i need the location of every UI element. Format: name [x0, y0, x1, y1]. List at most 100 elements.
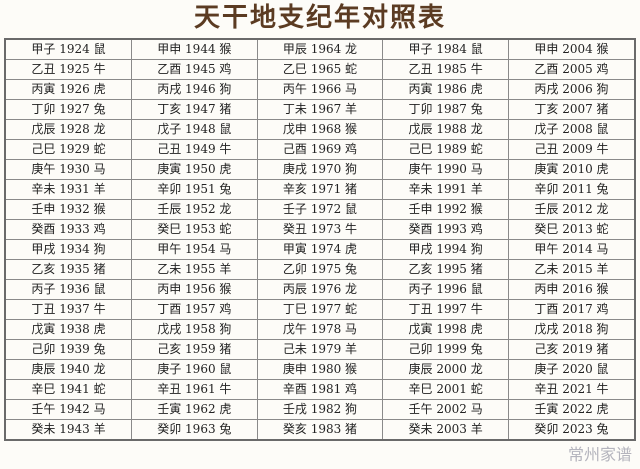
- table-cell: 庚子 1960 鼠: [131, 359, 258, 380]
- table-cell: 丁亥 2007 猪: [507, 99, 636, 120]
- table-cell: 丙辰 1976 龙: [256, 279, 384, 300]
- table-cell: 己卯 1939 兔: [4, 339, 132, 360]
- table-cell: 癸未 1943 羊: [4, 419, 132, 441]
- table-cell: 庚子 2020 鼠: [507, 359, 636, 380]
- table-cell: 癸卯 2023 兔: [507, 419, 636, 441]
- table-cell: 乙亥 1995 猪: [382, 259, 509, 280]
- table-cell: 戊子 2008 鼠: [507, 119, 636, 140]
- table-cell: 辛巳 2001 蛇: [382, 379, 509, 400]
- table-cell: 庚辰 1940 龙: [4, 359, 132, 380]
- table-cell: 乙亥 1935 猪: [4, 259, 132, 280]
- table-cell: 丙寅 1986 虎: [382, 79, 509, 100]
- table-cell: 辛丑 2021 牛: [507, 379, 636, 400]
- table-row: 庚午 1930 马庚寅 1950 虎庚戌 1970 狗庚午 1990 马庚寅 2…: [4, 159, 636, 180]
- table-cell: 庚辰 2000 龙: [382, 359, 509, 380]
- table-cell: 壬申 1992 猴: [382, 199, 509, 220]
- table-cell: 丁酉 1957 鸡: [131, 299, 258, 320]
- table-cell: 戊戌 2018 狗: [507, 319, 636, 340]
- table-cell: 丙子 1936 鼠: [4, 279, 132, 300]
- table-cell: 壬申 1932 猴: [4, 199, 132, 220]
- table-cell: 辛未 1991 羊: [382, 179, 509, 200]
- table-cell: 戊子 1948 鼠: [131, 119, 258, 140]
- table-cell: 戊戌 1958 狗: [131, 319, 258, 340]
- table-cell: 乙未 1955 羊: [131, 259, 258, 280]
- table-row: 癸酉 1933 鸡癸巳 1953 蛇癸丑 1973 牛癸酉 1993 鸡癸巳 2…: [4, 219, 636, 240]
- table-cell: 丁酉 2017 鸡: [507, 299, 636, 320]
- table-cell: 庚午 1990 马: [382, 159, 509, 180]
- table-cell: 甲寅 1974 虎: [256, 239, 384, 260]
- watermark: 常州家谱: [567, 445, 632, 464]
- table-cell: 丙申 2016 猴: [507, 279, 636, 300]
- table-cell: 戊辰 1928 龙: [4, 119, 132, 140]
- table-cell: 辛酉 1981 鸡: [256, 379, 384, 400]
- table-cell: 庚申 1980 猴: [256, 359, 384, 380]
- table-row: 辛未 1931 羊辛卯 1951 兔辛亥 1971 猪辛未 1991 羊辛卯 2…: [4, 179, 636, 200]
- table-cell: 丁丑 1997 牛: [382, 299, 509, 320]
- table-body: 甲子 1924 鼠甲申 1944 猴甲辰 1964 龙甲子 1984 鼠甲申 2…: [4, 38, 636, 441]
- table-cell: 癸未 2003 羊: [382, 419, 509, 441]
- table-cell: 乙酉 2005 鸡: [507, 59, 636, 80]
- table-cell: 乙酉 1945 鸡: [131, 59, 258, 80]
- table-cell: 癸酉 1993 鸡: [382, 219, 509, 240]
- table-cell: 壬寅 1962 虎: [131, 399, 258, 420]
- table-cell: 甲申 2004 猴: [507, 38, 636, 60]
- table-cell: 己丑 1949 牛: [131, 139, 258, 160]
- table-row: 戊寅 1938 虎戊戌 1958 狗戊午 1978 马戊寅 1998 虎戊戌 2…: [4, 319, 636, 340]
- table-cell: 甲子 1924 鼠: [4, 38, 132, 60]
- table-cell: 辛卯 2011 兔: [507, 179, 636, 200]
- table-cell: 乙未 2015 羊: [507, 259, 636, 280]
- table-row: 庚辰 1940 龙庚子 1960 鼠庚申 1980 猴庚辰 2000 龙庚子 2…: [4, 359, 636, 380]
- table-cell: 甲戌 1934 狗: [4, 239, 132, 260]
- table-cell: 己巳 1929 蛇: [4, 139, 132, 160]
- table-cell: 戊申 1968 猴: [256, 119, 384, 140]
- table-cell: 庚寅 1950 虎: [131, 159, 258, 180]
- table-cell: 庚戌 1970 狗: [256, 159, 384, 180]
- table-row: 壬申 1932 猴壬辰 1952 龙壬子 1972 鼠壬申 1992 猴壬辰 2…: [4, 199, 636, 220]
- table-row: 辛巳 1941 蛇辛丑 1961 牛辛酉 1981 鸡辛巳 2001 蛇辛丑 2…: [4, 379, 636, 400]
- table-cell: 壬午 2002 马: [382, 399, 509, 420]
- table-cell: 甲午 2014 马: [507, 239, 636, 260]
- table-cell: 乙巳 1965 蛇: [256, 59, 384, 80]
- table-cell: 乙卯 1975 兔: [256, 259, 384, 280]
- table-cell: 己亥 1959 猪: [131, 339, 258, 360]
- table-cell: 己巳 1989 蛇: [382, 139, 509, 160]
- table-cell: 辛亥 1971 猪: [256, 179, 384, 200]
- table-cell: 丙申 1956 猴: [131, 279, 258, 300]
- table-cell: 癸巳 2013 蛇: [507, 219, 636, 240]
- table-row: 乙丑 1925 牛乙酉 1945 鸡乙巳 1965 蛇乙丑 1985 牛乙酉 2…: [4, 59, 636, 80]
- table-cell: 丁卯 1927 兔: [4, 99, 132, 120]
- table-row: 丙寅 1926 虎丙戌 1946 狗丙午 1966 马丙寅 1986 虎丙戌 2…: [4, 79, 636, 100]
- table-cell: 壬寅 2022 虎: [507, 399, 636, 420]
- ganzhi-year-table: 甲子 1924 鼠甲申 1944 猴甲辰 1964 龙甲子 1984 鼠甲申 2…: [4, 38, 636, 441]
- table-row: 壬午 1942 马壬寅 1962 虎壬戌 1982 狗壬午 2002 马壬寅 2…: [4, 399, 636, 420]
- table-row: 丁卯 1927 兔丁亥 1947 猪丁未 1967 羊丁卯 1987 兔丁亥 2…: [4, 99, 636, 120]
- table-cell: 甲午 1954 马: [131, 239, 258, 260]
- table-row: 乙亥 1935 猪乙未 1955 羊乙卯 1975 兔乙亥 1995 猪乙未 2…: [4, 259, 636, 280]
- table-cell: 癸亥 1983 猪: [256, 419, 384, 441]
- table-cell: 甲子 1984 鼠: [382, 38, 509, 60]
- table-cell: 庚午 1930 马: [4, 159, 132, 180]
- table-cell: 戊寅 1938 虎: [4, 319, 132, 340]
- table-cell: 壬子 1972 鼠: [256, 199, 384, 220]
- table-cell: 丙戌 2006 狗: [507, 79, 636, 100]
- table-cell: 壬戌 1982 狗: [256, 399, 384, 420]
- table-cell: 丁卯 1987 兔: [382, 99, 509, 120]
- table-cell: 己酉 1969 鸡: [256, 139, 384, 160]
- table-cell: 丙寅 1926 虎: [4, 79, 132, 100]
- table-cell: 丙子 1996 鼠: [382, 279, 509, 300]
- table-row: 甲戌 1934 狗甲午 1954 马甲寅 1974 虎甲戌 1994 狗甲午 2…: [4, 239, 636, 260]
- table-row: 甲子 1924 鼠甲申 1944 猴甲辰 1964 龙甲子 1984 鼠甲申 2…: [4, 38, 636, 60]
- table-cell: 己亥 2019 猪: [507, 339, 636, 360]
- table-cell: 壬辰 1952 龙: [131, 199, 258, 220]
- table-cell: 己未 1979 羊: [256, 339, 384, 360]
- table-cell: 丁未 1967 羊: [256, 99, 384, 120]
- table-cell: 丙午 1966 马: [256, 79, 384, 100]
- table-row: 丁丑 1937 牛丁酉 1957 鸡丁巳 1977 蛇丁丑 1997 牛丁酉 2…: [4, 299, 636, 320]
- table-cell: 乙丑 1925 牛: [4, 59, 132, 80]
- table-cell: 壬辰 2012 龙: [507, 199, 636, 220]
- table-cell: 癸丑 1973 牛: [256, 219, 384, 240]
- table-cell: 戊辰 1988 龙: [382, 119, 509, 140]
- table-row: 癸未 1943 羊癸卯 1963 兔癸亥 1983 猪癸未 2003 羊癸卯 2…: [4, 419, 636, 441]
- table-cell: 丁亥 1947 猪: [131, 99, 258, 120]
- table-row: 己巳 1929 蛇己丑 1949 牛己酉 1969 鸡己巳 1989 蛇己丑 2…: [4, 139, 636, 160]
